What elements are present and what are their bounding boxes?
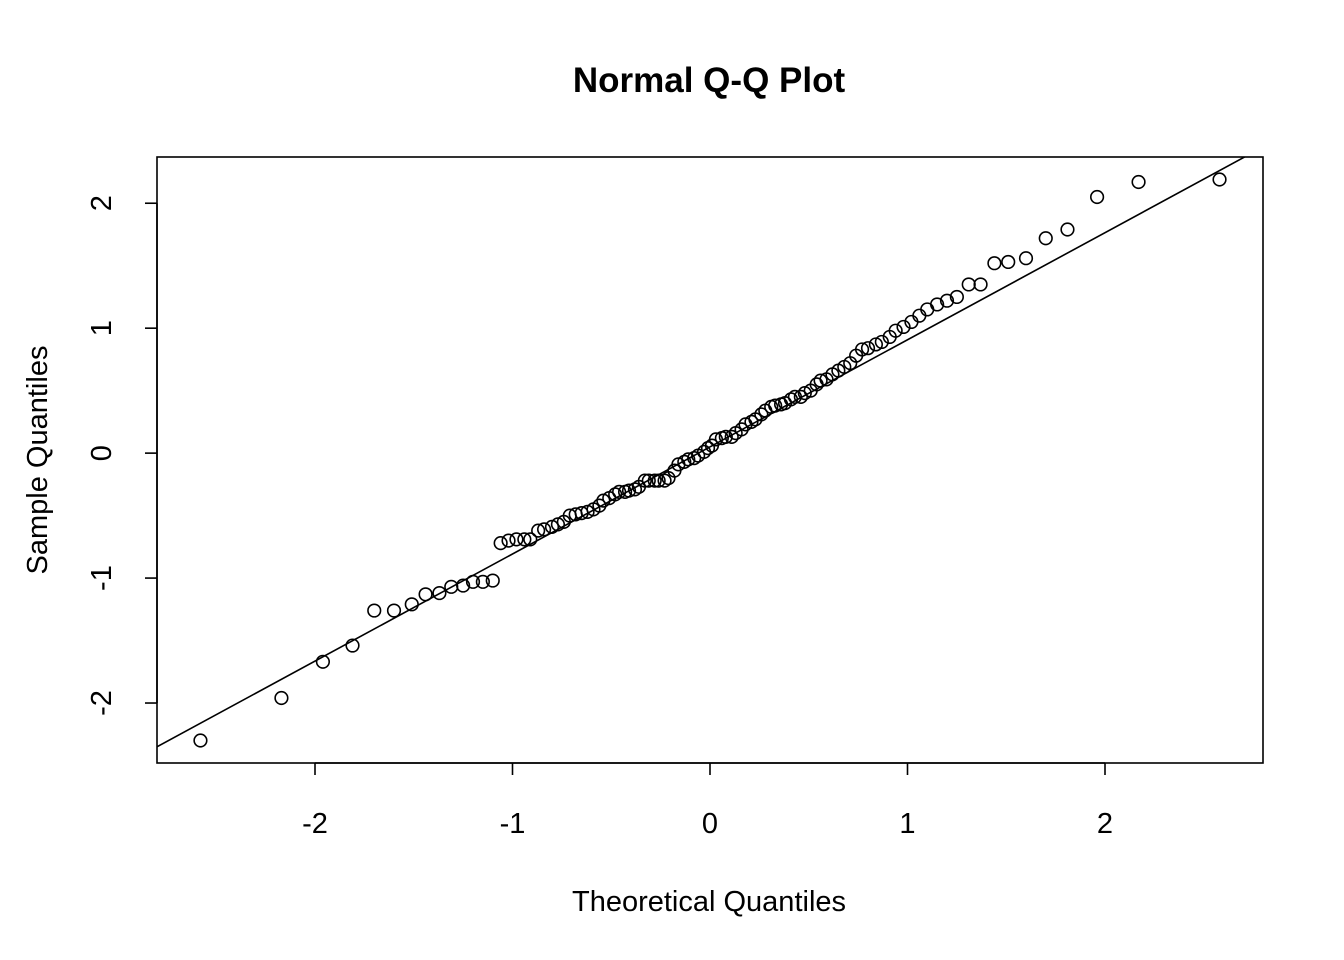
x-tick-label: -2 [302, 808, 328, 840]
data-point [647, 473, 662, 488]
data-point [517, 532, 532, 547]
chart-title: Normal Q-Q Plot [573, 61, 846, 100]
data-point [920, 302, 935, 317]
data-point [465, 574, 481, 589]
data-point [677, 454, 692, 469]
data-point [874, 334, 889, 350]
x-tick-label: 2 [1097, 808, 1113, 840]
data-point [912, 308, 927, 323]
data-point [523, 532, 538, 547]
data-point [681, 452, 696, 467]
data-point [939, 293, 955, 308]
data-point [744, 414, 759, 429]
y-axis-title: Sample Quantiles [22, 346, 54, 575]
data-point [987, 256, 1002, 271]
data-point [193, 733, 208, 748]
data-point [1131, 174, 1146, 190]
data-point [493, 535, 508, 551]
data-point [641, 473, 656, 488]
data-point [531, 523, 546, 538]
x-axis: -2 -1 0 1 2 [302, 762, 1113, 840]
y-tick-label: 0 [86, 445, 118, 461]
data-point [930, 297, 945, 312]
data-point [612, 484, 627, 499]
data-point [973, 277, 988, 292]
data-points [193, 172, 1227, 748]
data-point [783, 392, 799, 407]
x-tick-label: -1 [500, 808, 526, 840]
data-point [501, 533, 516, 548]
data-point [475, 574, 490, 589]
data-point [1038, 231, 1053, 246]
x-tick-label: 1 [899, 808, 915, 840]
data-point [485, 573, 500, 588]
data-point [961, 277, 976, 292]
data-point [860, 341, 876, 356]
data-point [854, 342, 870, 357]
data-point [1001, 254, 1016, 270]
y-tick-label: 1 [86, 320, 118, 336]
data-point [949, 289, 964, 305]
data-point [657, 473, 672, 488]
data-point [386, 603, 402, 618]
qq-reference-line [157, 157, 1247, 748]
x-axis-title: Theoretical Quantiles [572, 886, 846, 918]
data-point [274, 690, 289, 706]
data-point [536, 522, 552, 537]
data-point [708, 432, 724, 447]
y-tick-label: 2 [86, 195, 118, 211]
data-point [718, 429, 733, 444]
data-point [724, 429, 739, 444]
x-tick-label: 0 [702, 808, 718, 840]
data-point [404, 597, 419, 612]
data-point [418, 587, 433, 602]
data-point [621, 483, 637, 498]
y-tick-label: -2 [86, 690, 118, 716]
data-point [896, 319, 911, 335]
data-point [813, 373, 828, 388]
y-tick-label: -1 [86, 565, 118, 591]
data-point [793, 389, 808, 405]
data-point [687, 451, 702, 466]
data-point [627, 482, 643, 497]
data-point [608, 487, 623, 502]
data-point [1089, 189, 1105, 205]
data-point [367, 603, 382, 618]
data-point [637, 473, 652, 488]
data-point [1060, 222, 1075, 237]
data-point [888, 323, 903, 338]
data-point [1212, 172, 1227, 187]
data-point [754, 407, 769, 422]
data-point [700, 441, 716, 456]
reference-line-group [157, 157, 1247, 748]
data-point [345, 638, 360, 653]
data-point [456, 578, 471, 593]
plot-frame [156, 156, 1264, 764]
data-point [651, 473, 666, 488]
data-point [432, 585, 447, 601]
data-point [315, 654, 331, 669]
y-axis: -2 -1 0 1 2 [86, 195, 158, 716]
data-point [787, 389, 803, 405]
data-point [1018, 251, 1034, 266]
data-point [509, 532, 524, 547]
data-point [768, 398, 783, 413]
